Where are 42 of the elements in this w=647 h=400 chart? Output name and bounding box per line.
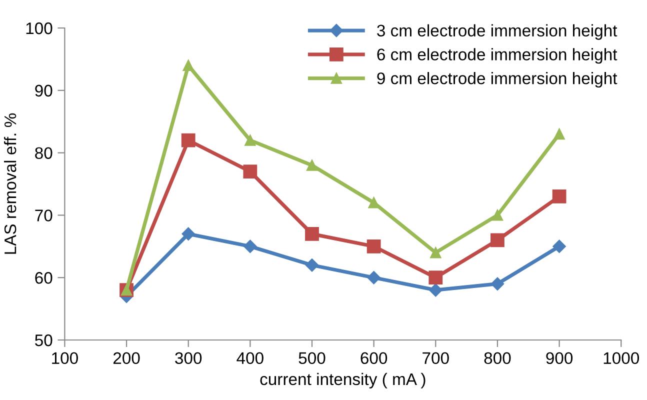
x-tick-label: 100 [52,352,78,364]
x-tick-label: 200 [113,352,140,364]
legend-label: 3 cm electrode immersion height [377,24,618,40]
x-tick-label: 700 [422,352,449,364]
point [492,210,504,221]
y-tick-label: 60 [35,272,52,284]
y-tick-label: 70 [35,210,52,222]
x-tick-label: 900 [546,352,573,364]
x-axis-title: current intensity ( mA ) [260,372,426,388]
y-tick-label: 90 [35,84,52,97]
point [366,239,381,254]
legend-label: 6 cm electrode immersion height [377,48,618,64]
point [367,271,380,284]
point [490,277,504,290]
point [552,190,566,204]
y-tick-label: 50 [35,334,52,346]
y-tick-label: 80 [35,147,52,160]
x-tick-label: 1000 [604,352,640,364]
x-tick-label: 500 [298,352,326,364]
x-tick-label: 400 [236,352,264,364]
legend-label: 9 cm electrode immersion height [377,72,618,88]
point [554,128,565,140]
point [182,60,194,71]
point [490,233,504,248]
x-tick-label: 600 [360,352,388,364]
point [305,258,319,272]
y-tick-label: 100 [26,22,52,34]
point [429,283,442,297]
point [552,240,566,253]
point [368,197,380,208]
x-tick-label: 800 [484,352,511,364]
point [244,240,257,253]
point [306,160,318,171]
point [181,133,196,148]
point [428,270,443,285]
point [305,226,319,241]
x-tick-label: 300 [175,352,202,364]
point [182,227,195,241]
y-axis-title: LAS removal eff. % [4,113,16,254]
point [430,247,442,258]
point [243,164,258,178]
point [244,134,256,146]
